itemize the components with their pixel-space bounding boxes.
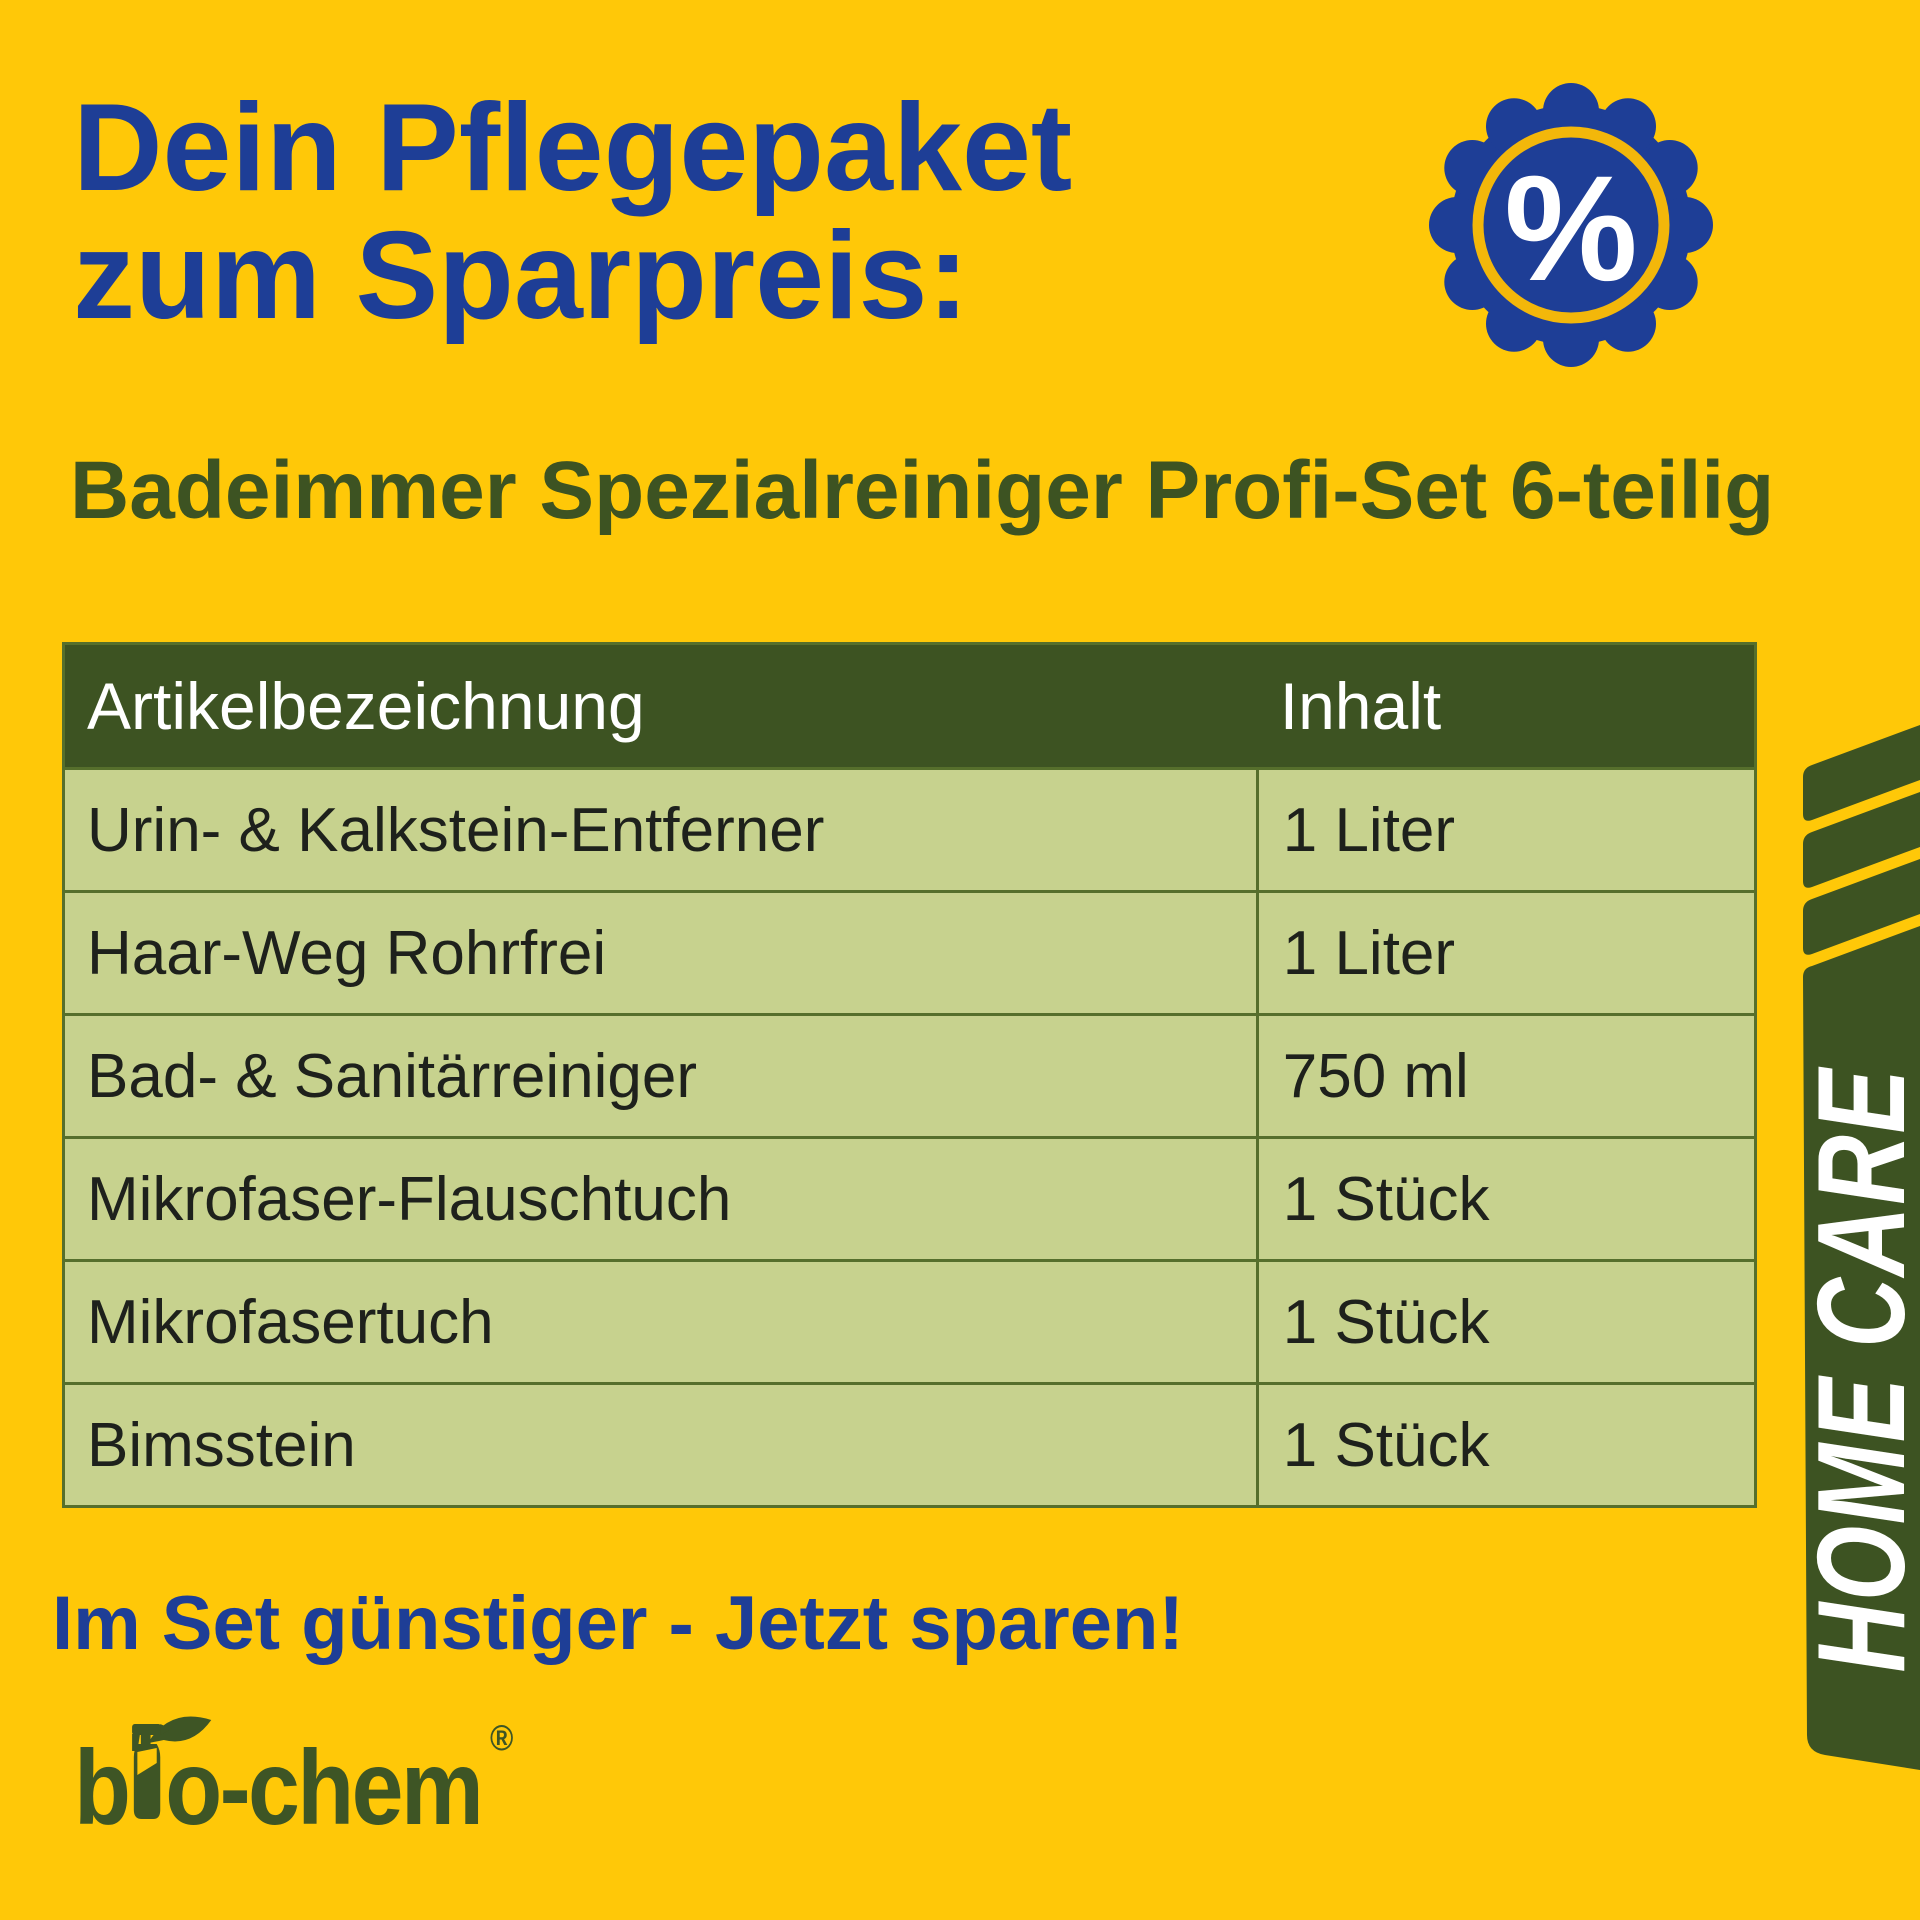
article-name: Urin- & Kalkstein-Entferner	[87, 795, 825, 865]
page-title: Dein Pflegepaket zum Sparpreis:	[73, 84, 1072, 340]
article-amount: 1 Liter	[1255, 893, 1754, 1013]
article-name: Bimsstein	[87, 1410, 356, 1480]
home-care-label: HOME CARE	[1793, 1067, 1920, 1673]
table-row: Bimsstein 1 Stück	[65, 1382, 1754, 1505]
banner-bar	[1803, 926, 1920, 1770]
logo-text-b: b	[74, 1729, 131, 1847]
page-title-line1: Dein Pflegepaket	[73, 79, 1073, 217]
page-title-line2: zum Sparpreis:	[73, 207, 969, 345]
article-amount: 1 Liter	[1255, 770, 1754, 890]
table-row: Mikrofasertuch 1 Stück	[65, 1259, 1754, 1382]
banner-stripe	[1803, 725, 1920, 821]
column-header-article: Artikelbezeichnung	[87, 669, 645, 743]
table-row: Haar-Weg Rohrfrei 1 Liter	[65, 890, 1754, 1013]
registered-trademark-icon: ®	[489, 1717, 514, 1758]
spray-bottle-leaf-icon	[131, 1716, 212, 1819]
article-amount: 1 Stück	[1255, 1139, 1754, 1259]
article-amount: 750 ml	[1255, 1016, 1754, 1136]
table-row: Bad- & Sanitärreiniger 750 ml	[65, 1013, 1754, 1136]
column-header-content: Inhalt	[1279, 669, 1442, 743]
cta-text: Im Set günstiger - Jetzt sparen!	[52, 1581, 1184, 1666]
product-set-subtitle: Badeimmer Spezialreiniger Profi-Set 6-te…	[70, 445, 1775, 536]
article-amount: 1 Stück	[1255, 1385, 1754, 1505]
article-amount: 1 Stück	[1255, 1262, 1754, 1382]
table-header-row: Artikelbezeichnung Inhalt	[65, 645, 1754, 767]
percent-symbol: %	[1504, 144, 1637, 312]
article-name: Mikrofaser-Flauschtuch	[87, 1164, 732, 1234]
banner-stripe	[1803, 859, 1920, 955]
discount-badge-icon: %	[1429, 83, 1713, 367]
article-name: Bad- & Sanitärreiniger	[87, 1041, 697, 1111]
banner-stripe	[1803, 792, 1920, 888]
table-row: Mikrofaser-Flauschtuch 1 Stück	[65, 1136, 1754, 1259]
home-care-banner	[1803, 725, 1920, 1770]
table-row: Urin- & Kalkstein-Entferner 1 Liter	[65, 767, 1754, 890]
article-name: Haar-Weg Rohrfrei	[87, 918, 607, 988]
logo-text-ochem: o-chem	[165, 1729, 484, 1847]
product-table: Artikelbezeichnung Inhalt Urin- & Kalkst…	[62, 642, 1757, 1508]
bio-chem-logo: b o-chem ®	[74, 1705, 513, 1841]
article-name: Mikrofasertuch	[87, 1287, 494, 1357]
